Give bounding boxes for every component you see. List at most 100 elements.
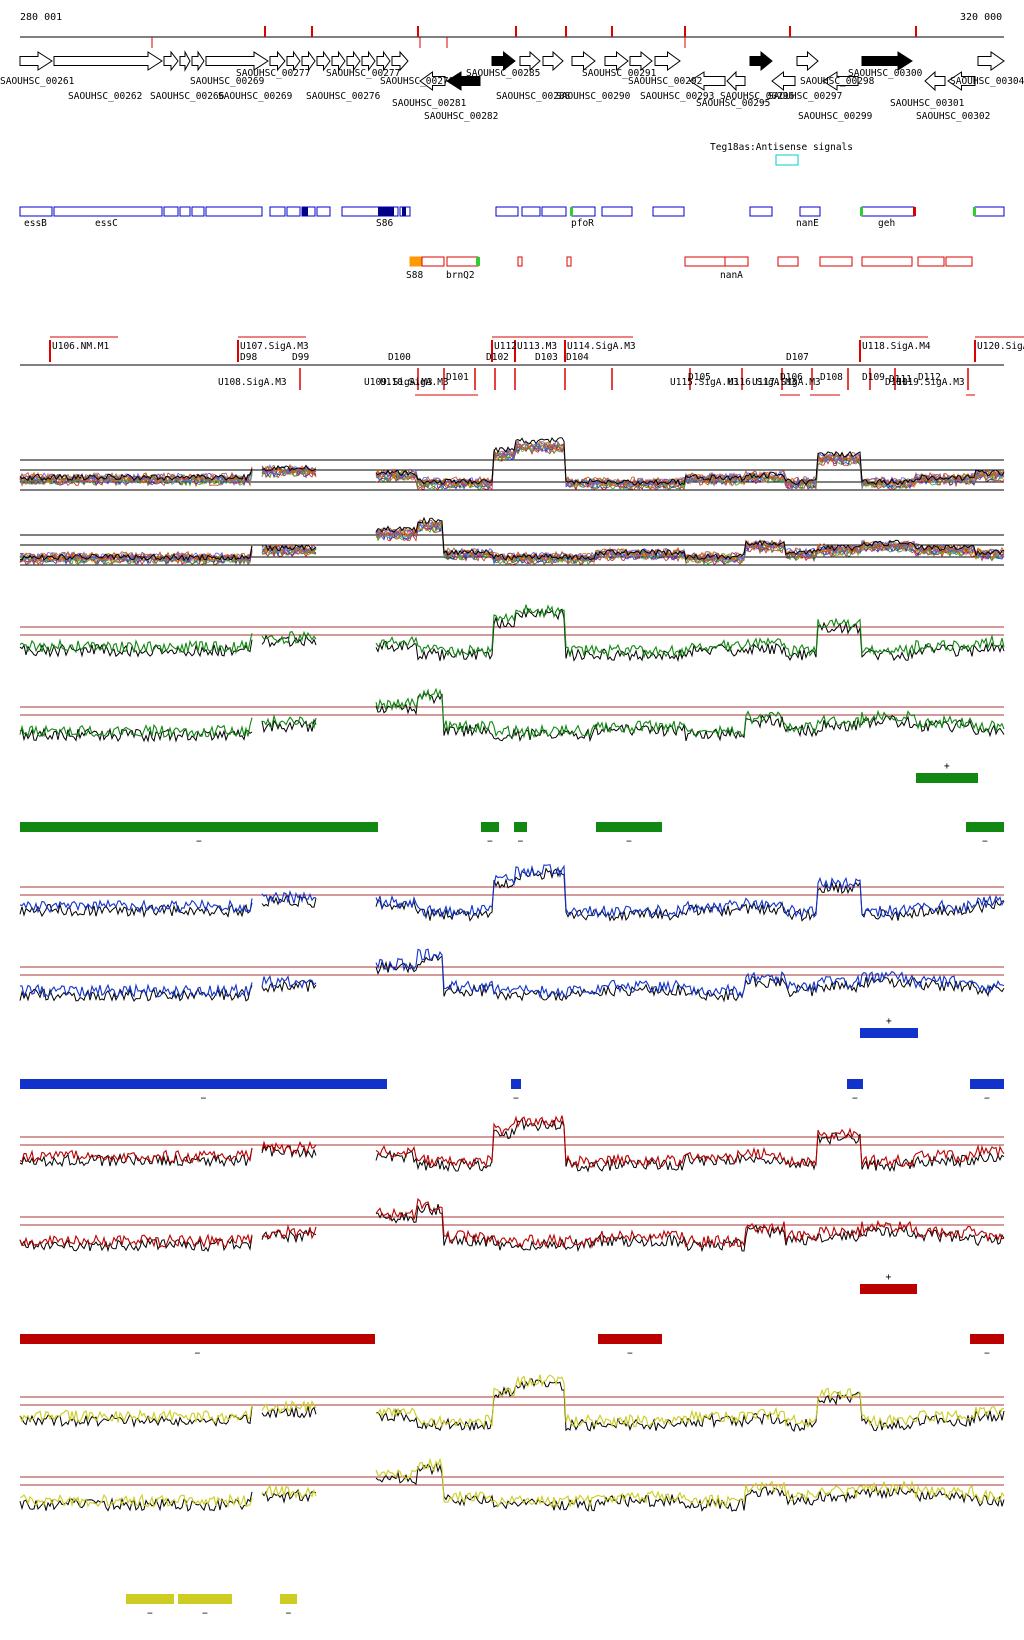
strand-mark: + [886, 1016, 892, 1027]
gene-arrow-forward [205, 51, 269, 71]
feature-box [819, 256, 853, 267]
annotation-box [521, 206, 541, 217]
feature-box [917, 256, 945, 267]
strand-mark: − [201, 1093, 207, 1104]
feature-box [421, 256, 445, 267]
ruler [20, 26, 1004, 48]
segment-label: U106.NM.M1 [52, 341, 109, 352]
gene-arrow-reverse [419, 71, 446, 91]
strand-mark: − [286, 1608, 292, 1619]
strand-bar [178, 1594, 232, 1604]
gene-arrow-forward [316, 50, 331, 72]
gene-name: essC [95, 218, 118, 229]
gene-arrow-forward [861, 51, 913, 71]
annotation-box [205, 206, 263, 217]
gene-label: SAOUHSC_00281 [392, 98, 467, 109]
annotation-box [269, 206, 286, 217]
gene-arrow-reverse [771, 70, 796, 92]
annotation-green-mark [973, 207, 976, 216]
gene-label: SAOUHSC_00295 [696, 98, 770, 109]
feature-box [724, 256, 749, 267]
strand-mark: − [627, 1348, 633, 1359]
gene-arrow-forward [491, 50, 516, 72]
strand-bar [916, 773, 978, 783]
annotation-box [749, 206, 773, 217]
condition-trace [19, 864, 1005, 919]
yellow-panel-b [19, 1457, 1005, 1512]
strand-mark: + [886, 1272, 892, 1283]
annotation-box [652, 206, 685, 217]
red-feature-track [409, 256, 973, 267]
signal-trace [19, 516, 1004, 562]
strand-bar [966, 822, 1004, 832]
yellow-minus-bars: − − − [126, 1594, 297, 1619]
gene-label: SAOUHSC_00262 [68, 91, 142, 102]
strand-mark: + [944, 761, 950, 772]
segment-label: D104 [566, 352, 589, 363]
gene-arrow-reverse [689, 71, 726, 91]
segment-label: D107 [786, 352, 809, 363]
strand-bar [596, 822, 662, 832]
gene-label: SAOUHSC_00300 [848, 68, 923, 79]
gene-label: SAOUHSC_00261 [0, 76, 75, 87]
segment-label: D106 [780, 372, 803, 383]
gene-label: SAOUHSC_00299 [798, 111, 873, 122]
strand-bar [847, 1079, 863, 1089]
strand-bar [20, 1079, 387, 1089]
strand-bar [860, 1028, 918, 1038]
strand-mark: − [487, 836, 493, 847]
segment-label: D99 [292, 352, 309, 363]
gene-arrow-forward [391, 50, 409, 72]
condition-trace [19, 1457, 1005, 1509]
red-panel-a [19, 1115, 1005, 1173]
gene-name: essB [24, 218, 47, 229]
segment-label: D105 [688, 372, 711, 383]
gene-arrow-forward [19, 51, 53, 71]
gene-arrow-forward [331, 50, 346, 72]
annotation-box [861, 206, 915, 217]
gene-name: S86 [376, 218, 393, 229]
strand-mark: − [513, 1093, 519, 1104]
annotation-box [571, 206, 596, 217]
strand-mark: − [196, 836, 202, 847]
segment-label: D103 [535, 352, 558, 363]
gene-label: SAOUHSC_00277 [236, 68, 310, 79]
strand-bar [511, 1079, 521, 1089]
gene-name: nanE [796, 218, 819, 229]
strand-bar [598, 1334, 662, 1344]
gene-arrow-reverse [947, 71, 976, 91]
coordinate-start: 280 001 [20, 12, 63, 23]
annotation-box [974, 206, 1005, 217]
segment-label: D98 [240, 352, 257, 363]
segment-label: D112 [918, 372, 941, 383]
segment-label: D101 [446, 372, 469, 383]
gene-arrow-forward [53, 51, 163, 71]
annotation-green-mark [860, 207, 863, 216]
annotation-box [601, 206, 633, 217]
feature-orange [409, 256, 423, 267]
segment-track [20, 336, 1024, 396]
gene-arrows [19, 50, 1005, 92]
green-panel-b [19, 687, 1005, 743]
gene-arrow-forward [179, 50, 191, 72]
strand-bar [481, 822, 499, 832]
gene-arrow-reverse [446, 71, 481, 91]
gene-arrow-forward [571, 50, 596, 72]
gene-name: pfoR [571, 218, 594, 229]
gene-label: SAOUHSC_00291 [582, 68, 657, 79]
gene-name: geh [878, 218, 895, 229]
feature-box [446, 256, 479, 267]
condition-trace [19, 1115, 1005, 1169]
gene-label: SAOUHSC_00304 [950, 76, 1024, 87]
feature-box [861, 256, 913, 267]
gene-arrow-forward [749, 50, 773, 72]
annotation-track [19, 206, 1005, 217]
gene-label: SAOUHSC_00302 [916, 111, 990, 122]
segment-label: D100 [388, 352, 411, 363]
gene-label: SAOUHSC_00293 [640, 91, 714, 102]
segment-label: U108.SigA.M3 [218, 377, 287, 388]
annotation-box [286, 206, 301, 217]
antisense-label: Teg18as:Antisense signals [710, 142, 853, 153]
segment-label: U119.SigA.M3 [896, 377, 965, 388]
